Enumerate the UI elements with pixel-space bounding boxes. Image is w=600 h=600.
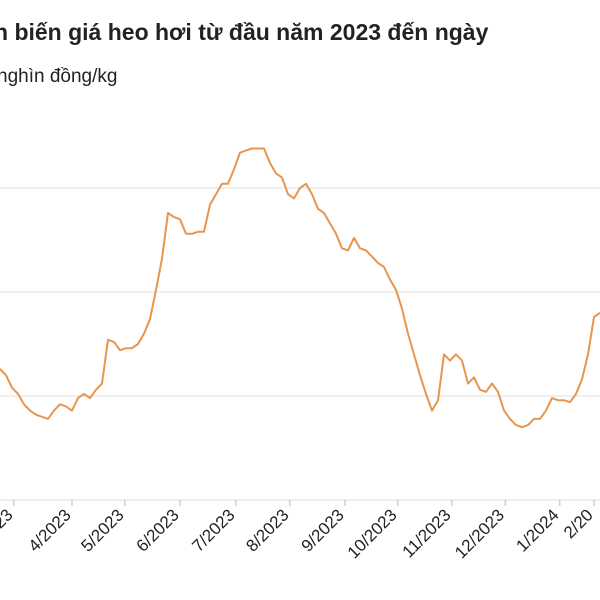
- x-tick-label: 10/2023: [344, 505, 401, 562]
- x-tick-label: 8/2023: [242, 505, 292, 555]
- x-tick-label: 6/2023: [133, 505, 183, 555]
- price-line: [0, 147, 600, 429]
- x-tick-label: 3/2023: [0, 505, 17, 555]
- y-axis-label: nghìn đồng/kg: [0, 66, 117, 87]
- x-tick-label: 5/2023: [77, 505, 127, 555]
- x-tick-label: 9/2023: [298, 505, 348, 555]
- chart-title: n biến giá heo hơi từ đầu năm 2023 đến n…: [0, 19, 489, 45]
- x-tick-label: 4/2023: [25, 505, 75, 555]
- x-tick-label: 11/2023: [399, 505, 455, 561]
- x-tick-label: 2/20: [560, 505, 597, 542]
- x-tick-label: 1/2024: [512, 505, 562, 555]
- x-tick-label: 12/2023: [451, 505, 508, 562]
- x-tick-label: 7/2023: [188, 505, 238, 555]
